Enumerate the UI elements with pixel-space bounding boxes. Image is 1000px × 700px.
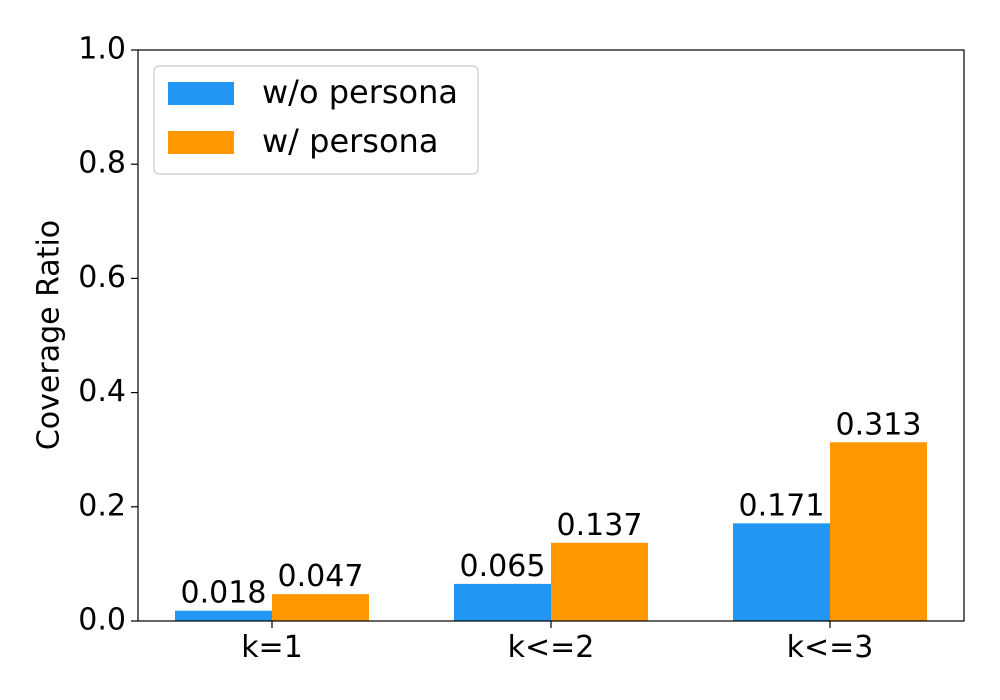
- y-tick-label: 0.8: [78, 146, 126, 181]
- plot-frame: [137, 49, 965, 622]
- bar: [454, 583, 551, 621]
- value-label: 0.018: [181, 576, 267, 611]
- legend-box: [153, 65, 479, 175]
- value-label: 0.137: [557, 508, 643, 543]
- x-tick-label: k=1: [241, 630, 303, 665]
- legend-swatch: [168, 82, 234, 105]
- value-label: 0.313: [836, 407, 922, 442]
- y-axis-label: Coverage Ratio: [32, 220, 67, 450]
- bar: [733, 523, 830, 621]
- x-tick-label: k<=2: [508, 630, 595, 665]
- value-label: 0.065: [460, 549, 546, 584]
- y-tick-label: 1.0: [78, 32, 126, 67]
- value-label: 0.047: [278, 559, 364, 594]
- y-tick-label: 0.6: [78, 260, 126, 295]
- bar: [175, 610, 272, 621]
- bar: [272, 594, 369, 621]
- x-tick-label: k<=3: [787, 630, 874, 665]
- y-tick-label: 0.4: [78, 374, 126, 409]
- y-tick-label: 0.0: [78, 603, 126, 638]
- y-tick-label: 0.2: [78, 488, 126, 523]
- value-label: 0.171: [739, 488, 825, 523]
- bar: [830, 442, 927, 621]
- legend-label: w/ persona: [262, 122, 438, 160]
- legend-swatch: [168, 131, 234, 154]
- bar: [551, 542, 648, 621]
- legend-label: w/o persona: [262, 73, 458, 111]
